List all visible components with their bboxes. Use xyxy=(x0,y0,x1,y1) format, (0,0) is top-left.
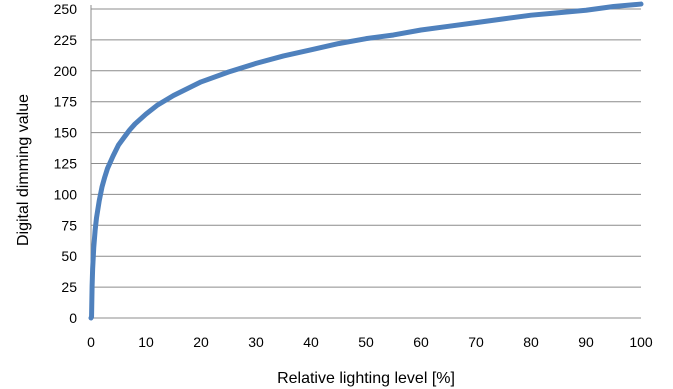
x-axis-title: Relative lighting level [%] xyxy=(277,370,455,387)
x-tick-label: 70 xyxy=(468,334,484,350)
x-tick-label: 80 xyxy=(523,334,539,350)
y-axis-title: Digital dimming value xyxy=(15,94,32,246)
y-tick-label: 100 xyxy=(54,186,78,202)
x-tick-label: 50 xyxy=(358,334,374,350)
x-tick-label: 60 xyxy=(413,334,429,350)
x-tick-label: 10 xyxy=(138,334,154,350)
y-tick-label: 250 xyxy=(54,1,78,17)
y-tick-label: 175 xyxy=(54,94,78,110)
y-tick-label: 25 xyxy=(61,279,77,295)
y-tick-label: 200 xyxy=(54,63,78,79)
y-tick-label: 225 xyxy=(54,32,78,48)
x-tick-label: 20 xyxy=(193,334,209,350)
y-tick-label: 150 xyxy=(54,125,78,141)
y-tick-label: 125 xyxy=(54,156,78,172)
y-tick-label: 0 xyxy=(69,310,77,326)
series-line-1 xyxy=(88,1,644,321)
grid-lines xyxy=(91,8,641,288)
x-tick-label: 0 xyxy=(87,334,95,350)
y-tick-label: 75 xyxy=(61,217,77,233)
x-tick-label: 90 xyxy=(578,334,594,350)
x-tick-label: 100 xyxy=(629,334,653,350)
y-tick-label: 50 xyxy=(61,248,77,264)
x-tick-label: 30 xyxy=(248,334,264,350)
series-layer xyxy=(88,1,644,321)
y-tick-labels: 0 25 50 75 100 125 150 175 200 225 250 xyxy=(54,1,78,326)
axes xyxy=(90,5,641,319)
x-tick-labels: 0 10 20 30 40 50 60 70 80 90 100 xyxy=(87,334,653,350)
x-tick-label: 40 xyxy=(303,334,319,350)
